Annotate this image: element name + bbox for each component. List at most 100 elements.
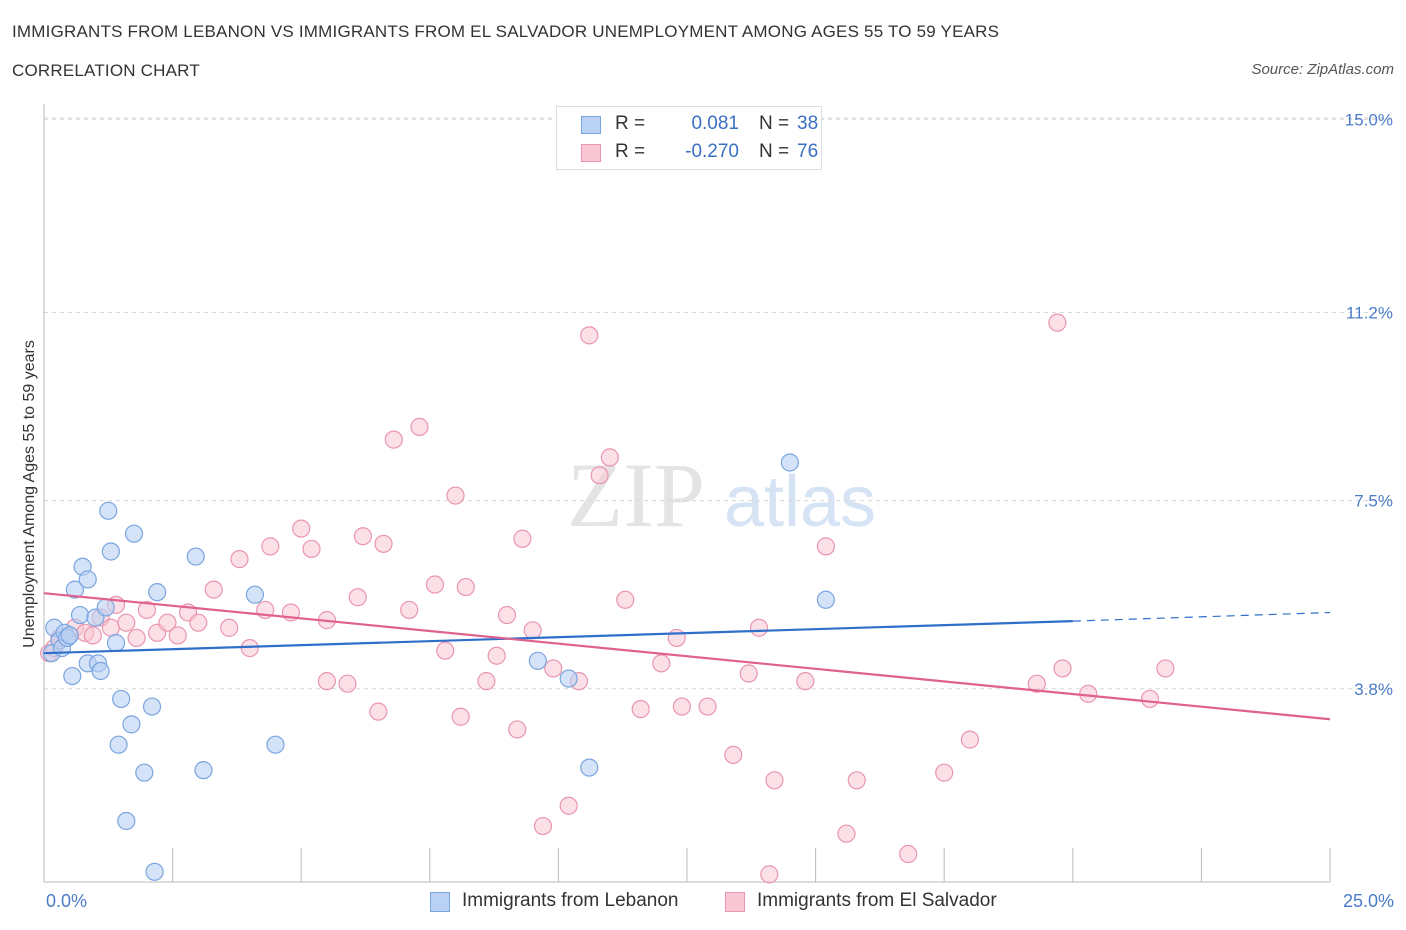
lebanon-point	[142, 697, 162, 716]
salvador-point	[935, 763, 954, 782]
salvador-point	[1027, 674, 1046, 693]
salvador-point	[353, 527, 373, 546]
legend-label-lebanon: Immigrants from Lebanon	[462, 890, 679, 911]
lebanon-point	[109, 735, 128, 754]
salvador-point	[168, 626, 187, 645]
n-value-lebanon: 38	[797, 113, 819, 134]
salvador-point	[847, 771, 866, 790]
chart-subtitle: CORRELATION CHART	[12, 61, 200, 80]
lebanon-point	[96, 598, 115, 617]
salvador-point	[837, 824, 856, 843]
salvador-point	[127, 628, 146, 648]
salvador-point	[739, 664, 758, 683]
salvador-point	[261, 537, 280, 556]
salvador-point	[302, 539, 321, 559]
r-label: R =	[615, 141, 646, 162]
salvador-point	[672, 697, 691, 716]
salvador-point	[1140, 689, 1160, 709]
salvador-point	[240, 638, 259, 658]
lebanon-point	[580, 758, 599, 777]
lebanon-point	[780, 453, 799, 472]
watermark-atlas: atlas	[724, 462, 876, 542]
salvador-point	[292, 519, 311, 538]
salvador-point	[760, 865, 779, 884]
salvador-point	[1053, 659, 1072, 678]
salvador-point	[765, 771, 784, 790]
source-label: Source: ZipAtlas.com	[1251, 61, 1394, 78]
axes	[43, 104, 1331, 883]
lebanon-point	[112, 689, 131, 709]
salvador-point	[816, 537, 835, 556]
salvador-point	[590, 466, 609, 485]
salvador-point	[230, 550, 249, 569]
salvador-point	[410, 417, 429, 436]
y-tick-label: 15.0%	[1345, 110, 1393, 129]
lebanon-point	[186, 547, 205, 566]
n-label: N =	[759, 113, 790, 134]
salvador-point	[1079, 684, 1098, 703]
lebanon-point	[124, 524, 144, 543]
salvador-swatch	[581, 144, 601, 162]
salvador-point	[369, 702, 388, 721]
trend-lines	[43, 592, 1331, 721]
salvador-point	[487, 646, 506, 665]
salvador-point	[451, 707, 470, 726]
r-label: R =	[615, 113, 646, 134]
salvador-point	[117, 613, 136, 632]
lebanon-point	[78, 570, 97, 589]
salvador-points	[40, 313, 1175, 884]
salvador-point	[559, 796, 578, 815]
y-tick-label: 11.2%	[1346, 303, 1393, 322]
y-ticks: 15.0% 11.2% 7.5% 3.8%	[1345, 110, 1393, 699]
salvador-point	[796, 672, 815, 691]
stats-legend: R = 0.081 N = 38 R = -0.270 N = 76	[556, 106, 822, 170]
salvador-point	[899, 844, 918, 864]
lebanon-point	[245, 585, 265, 604]
y-tick-label: 7.5%	[1354, 492, 1393, 511]
salvador-point	[631, 700, 650, 719]
salvador-point	[220, 618, 239, 637]
salvador-point	[446, 486, 465, 505]
salvador-point	[477, 672, 496, 691]
salvador-point	[698, 697, 717, 716]
r-value-salvador: -0.270	[685, 141, 739, 162]
salvador-point	[317, 672, 337, 691]
salvador-point	[400, 600, 419, 620]
salvador-point	[425, 575, 445, 594]
salvador-point	[724, 745, 743, 764]
watermark-zip: ZIP	[567, 444, 705, 546]
lebanon-point	[63, 666, 82, 686]
salvador-point	[338, 674, 357, 693]
lebanon-point	[145, 862, 164, 881]
x-tick-min: 0.0%	[46, 891, 88, 911]
lebanon-point	[60, 626, 79, 645]
lebanon-point	[99, 501, 118, 520]
lebanon-point	[816, 590, 835, 609]
salvador-point	[667, 628, 686, 648]
lebanon-point	[122, 715, 141, 734]
salvador-point	[83, 626, 102, 645]
y-tick-label: 3.8%	[1354, 680, 1393, 699]
salvador-trend-line	[43, 592, 1331, 721]
salvador-point	[749, 618, 769, 637]
r-value-lebanon: 0.081	[691, 113, 739, 134]
salvador-point	[652, 654, 671, 673]
series-legend: Immigrants from Lebanon Immigrants from …	[0, 890, 1406, 916]
lebanon-point	[70, 605, 90, 625]
legend-label-salvador: Immigrants from El Salvador	[757, 890, 997, 911]
lebanon-swatch	[581, 116, 601, 134]
x-tick-max: 25.0%	[1342, 891, 1394, 911]
salvador-point	[137, 600, 156, 620]
lebanon-trend-line	[43, 620, 1073, 655]
salvador-point	[204, 580, 223, 599]
salvador-point	[348, 588, 367, 607]
salvador-point	[616, 590, 635, 609]
lebanon-point	[148, 583, 167, 602]
salvador-point	[1156, 659, 1175, 678]
lebanon-point	[106, 633, 126, 653]
salvador-point	[158, 613, 177, 632]
grid-lines	[44, 117, 1395, 690]
salvador-point	[189, 613, 208, 632]
lebanon-point	[101, 542, 120, 561]
